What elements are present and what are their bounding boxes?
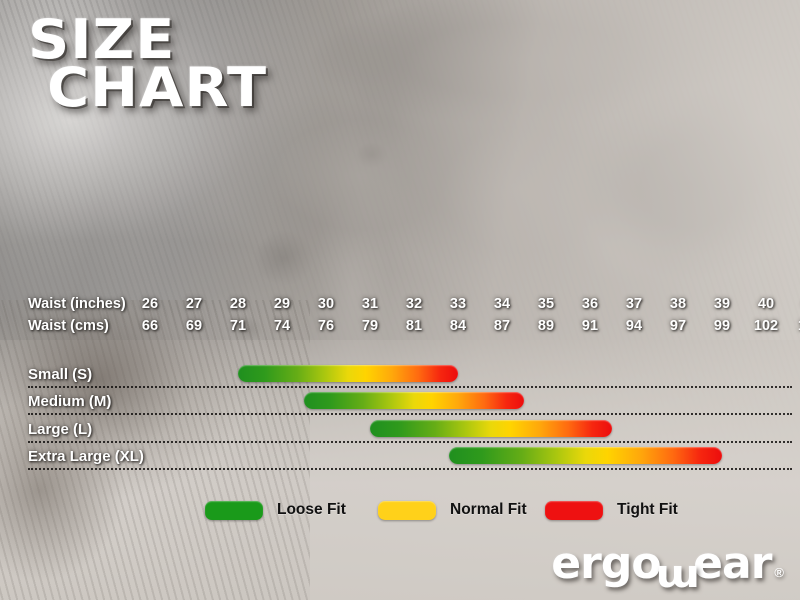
legend-label: Normal Fit: [450, 501, 527, 518]
scale-tick: 27: [185, 296, 203, 312]
scale-tick: 91: [581, 318, 599, 334]
scale-ticks-inches: 26272829303132333435363738394041: [140, 296, 800, 318]
scale-tick: 26: [141, 296, 159, 312]
size-label: Extra Large (XL): [28, 448, 144, 465]
scale-tick: 71: [229, 318, 247, 334]
scale-tick: 34: [493, 296, 511, 312]
legend-label: Tight Fit: [617, 501, 678, 518]
scale-tick: 31: [361, 296, 379, 312]
scale-tick: 38: [669, 296, 687, 312]
waist-scale: Waist (inches) 26 27 28 29 30 31 32 33 34 35 36 37 3…: [0, 296, 800, 340]
size-label: Small (S): [28, 365, 93, 383]
legend-item: Tight Fit: [545, 500, 678, 520]
scale-label-cms: Waist (cms): [28, 318, 109, 334]
scale-tick: 33: [449, 296, 467, 312]
legend-swatch: [545, 500, 603, 520]
scale-tick: 94: [625, 318, 643, 334]
legend-item: Loose Fit: [205, 500, 346, 520]
scale-tick: 37: [625, 296, 643, 312]
legend-swatch: [378, 500, 436, 520]
scale-tick: 97: [669, 318, 687, 334]
row-divider: [28, 468, 792, 470]
size-row: Large (L): [0, 415, 800, 443]
scale-row-cms: Waist (cms) 66 69 71 74 76 79 81 84 87 89 91 94 97 99…: [0, 318, 800, 340]
scale-tick: 79: [361, 318, 379, 334]
scale-tick: 99: [713, 318, 731, 334]
size-bar-chart: Small (S) Medium (M) Large (L) Extra Large …: [0, 360, 800, 470]
page-title-line2: CHART: [47, 55, 268, 119]
scale-tick: 84: [449, 318, 467, 334]
scale-tick: 69: [185, 318, 203, 334]
legend-label: Loose Fit: [277, 501, 346, 518]
scale-tick: 36: [581, 296, 599, 312]
fit-legend: Loose Fit Normal Fit Tight Fit: [0, 497, 800, 523]
size-row: Extra Large (XL): [0, 443, 800, 470]
brand-wordmark-pre: ergo: [551, 538, 661, 589]
fit-range-bar: [370, 419, 612, 437]
brand-wordmark: ergoɯear: [551, 538, 772, 594]
scale-tick: 76: [317, 318, 335, 334]
page-title: SIZE CHART: [28, 13, 268, 119]
brand-logo: ergoɯear ®: [551, 538, 784, 594]
size-row: Small (S): [0, 360, 800, 388]
fit-range-bar: [304, 392, 524, 409]
scale-tick: 28: [229, 296, 247, 312]
scale-tick: 39: [713, 296, 731, 312]
size-row: Medium (M): [0, 388, 800, 415]
size-label: Medium (M): [28, 393, 112, 410]
size-label: Large (L): [28, 420, 93, 438]
scale-tick: 32: [405, 296, 423, 312]
scale-tick: 40: [757, 296, 775, 312]
scale-tick: 29: [273, 296, 291, 312]
scale-label-inches: Waist (inches): [28, 296, 126, 312]
scale-tick: 66: [141, 318, 159, 334]
scale-ticks-cms: 6669717476798184878991949799102104: [140, 318, 800, 340]
legend-swatch: [205, 500, 263, 520]
scale-tick: 81: [405, 318, 423, 334]
scale-tick: 87: [493, 318, 511, 334]
brand-w-glyph: ɯ: [655, 552, 699, 596]
fit-range-bar: [238, 364, 458, 382]
registered-trademark-icon: ®: [774, 565, 784, 580]
scale-tick: 35: [537, 296, 555, 312]
scale-tick: 89: [537, 318, 555, 334]
brand-wordmark-post: ear: [693, 538, 772, 589]
fit-range-bar: [449, 447, 722, 464]
scale-tick: 102: [753, 318, 779, 334]
scale-tick: 30: [317, 296, 335, 312]
scale-row-inches: Waist (inches) 26 27 28 29 30 31 32 33 34 35 36 37 3…: [0, 296, 800, 318]
scale-tick: 74: [273, 318, 291, 334]
legend-item: Normal Fit: [378, 500, 527, 520]
